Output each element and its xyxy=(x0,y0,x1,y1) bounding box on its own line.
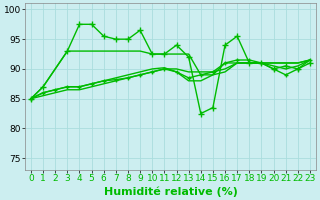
X-axis label: Humidité relative (%): Humidité relative (%) xyxy=(103,186,237,197)
